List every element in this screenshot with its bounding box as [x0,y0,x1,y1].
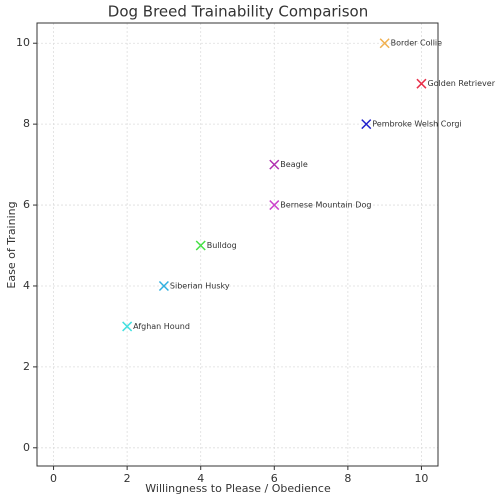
point-label: Pembroke Welsh Corgi [372,120,461,129]
point-label: Border Collie [391,39,443,48]
x-tick-label: 10 [414,472,428,485]
point-label: Beagle [280,160,308,169]
point-label: Bernese Mountain Dog [280,201,371,210]
x-axis-label: Willingness to Please / Obedience [145,482,331,495]
x-tick-label: 4 [197,472,204,485]
y-axis-label: Ease of Training [5,201,18,288]
x-tick-label: 0 [50,472,57,485]
marker [269,200,280,211]
point-label: Bulldog [207,241,237,250]
point-label: Golden Retriever [427,79,495,88]
plot-frame [36,22,439,467]
y-tick-label: 2 [23,360,30,373]
y-tick-label: 8 [23,117,30,130]
y-tick-label: 0 [23,441,30,454]
marker [416,78,427,89]
marker [361,119,372,130]
chart-title: Dog Breed Trainability Comparison [108,3,368,21]
marker [122,321,133,332]
x-tick-label: 8 [344,472,351,485]
y-tick-label: 4 [23,279,30,292]
y-tick-label: 6 [23,198,30,211]
point-label: Afghan Hound [133,322,190,331]
marker [158,280,169,291]
marker [379,38,390,49]
marker [269,159,280,170]
y-tick-label: 10 [16,36,30,49]
x-tick-label: 6 [271,472,278,485]
point-label: Siberian Husky [170,281,230,290]
x-tick-label: 2 [124,472,131,485]
marker [195,240,206,251]
